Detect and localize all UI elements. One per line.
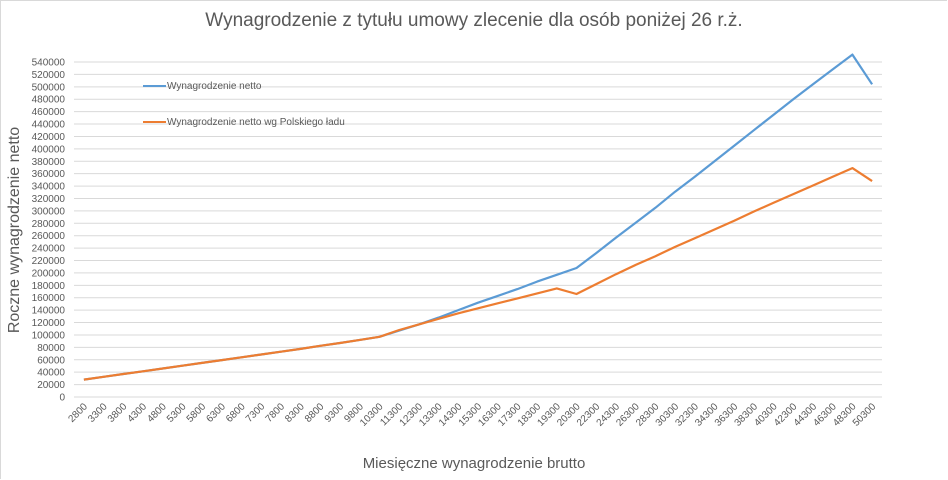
y-tick-label: 120000 [32,318,66,329]
x-tick-label: 4800 [145,401,169,425]
y-tick-label: 500000 [32,82,66,93]
x-tick-label: 5800 [185,401,209,425]
x-tick-label: 6800 [224,401,248,425]
line-wynagrodzenie-netto [83,53,874,381]
y-tick-label: 320000 [32,194,66,205]
y-tick-label: 480000 [32,95,66,106]
x-tick-label: 8800 [303,401,327,425]
y-tick-label: 280000 [32,219,66,230]
x-tick-label: 7300 [244,401,268,425]
y-tick-label: 380000 [32,157,66,168]
y-tick-label: 160000 [32,293,66,304]
y-tick-label: 260000 [32,231,66,242]
y-tick-label: 140000 [32,306,66,317]
y-tick-label: 300000 [32,206,66,217]
y-tick-label: 540000 [32,58,66,69]
x-tick-label: 9300 [323,401,347,425]
x-axis-label: Miesięczne wynagrodzenie brutto [362,455,586,472]
y-tick-label: 360000 [32,169,66,180]
x-tick-label: 2800 [66,401,90,425]
y-tick-label: 200000 [32,268,66,279]
x-tick-label: 6300 [204,401,228,425]
y-tick-label: 60000 [37,355,65,366]
gridlines [74,61,882,398]
x-tick-label: 8300 [283,401,307,425]
legend: Wynagrodzenie netto Wynagrodzenie netto … [143,81,345,128]
x-tick-label: 3800 [106,401,130,425]
y-tick-label: 220000 [32,256,66,267]
y-tick-label: 100000 [32,330,66,341]
y-tick-label: 400000 [32,144,66,155]
x-tick-label: 7800 [264,401,288,425]
legend-label-polski-lad: Wynagrodzenie netto wg Polskiego ładu [167,117,345,128]
y-tick-label: 180000 [32,281,66,292]
y-tick-label: 240000 [32,244,66,255]
y-tick-label: 0 [59,393,65,404]
y-tick-label: 420000 [32,132,66,143]
x-tick-label: 4300 [126,401,150,425]
y-tick-label: 340000 [32,182,66,193]
legend-label-netto: Wynagrodzenie netto [167,81,262,92]
x-tick-label: 50300 [851,401,879,429]
series-lines [83,53,874,381]
y-tick-label: 460000 [32,107,66,118]
chart-title: Wynagrodzenie z tytułu umowy zlecenie dl… [205,10,743,31]
y-tick-label: 440000 [32,120,66,131]
y-tick-label: 80000 [37,343,65,354]
line-wynagrodzenie-polski-lad [83,167,873,381]
x-axis-ticks: 2800330038004300480053005800630068007300… [66,401,878,429]
x-tick-label: 5300 [165,401,189,425]
y-tick-label: 520000 [32,70,66,81]
x-tick-label: 3300 [86,401,110,425]
y-tick-label: 40000 [37,368,65,379]
y-tick-label: 20000 [37,380,65,391]
